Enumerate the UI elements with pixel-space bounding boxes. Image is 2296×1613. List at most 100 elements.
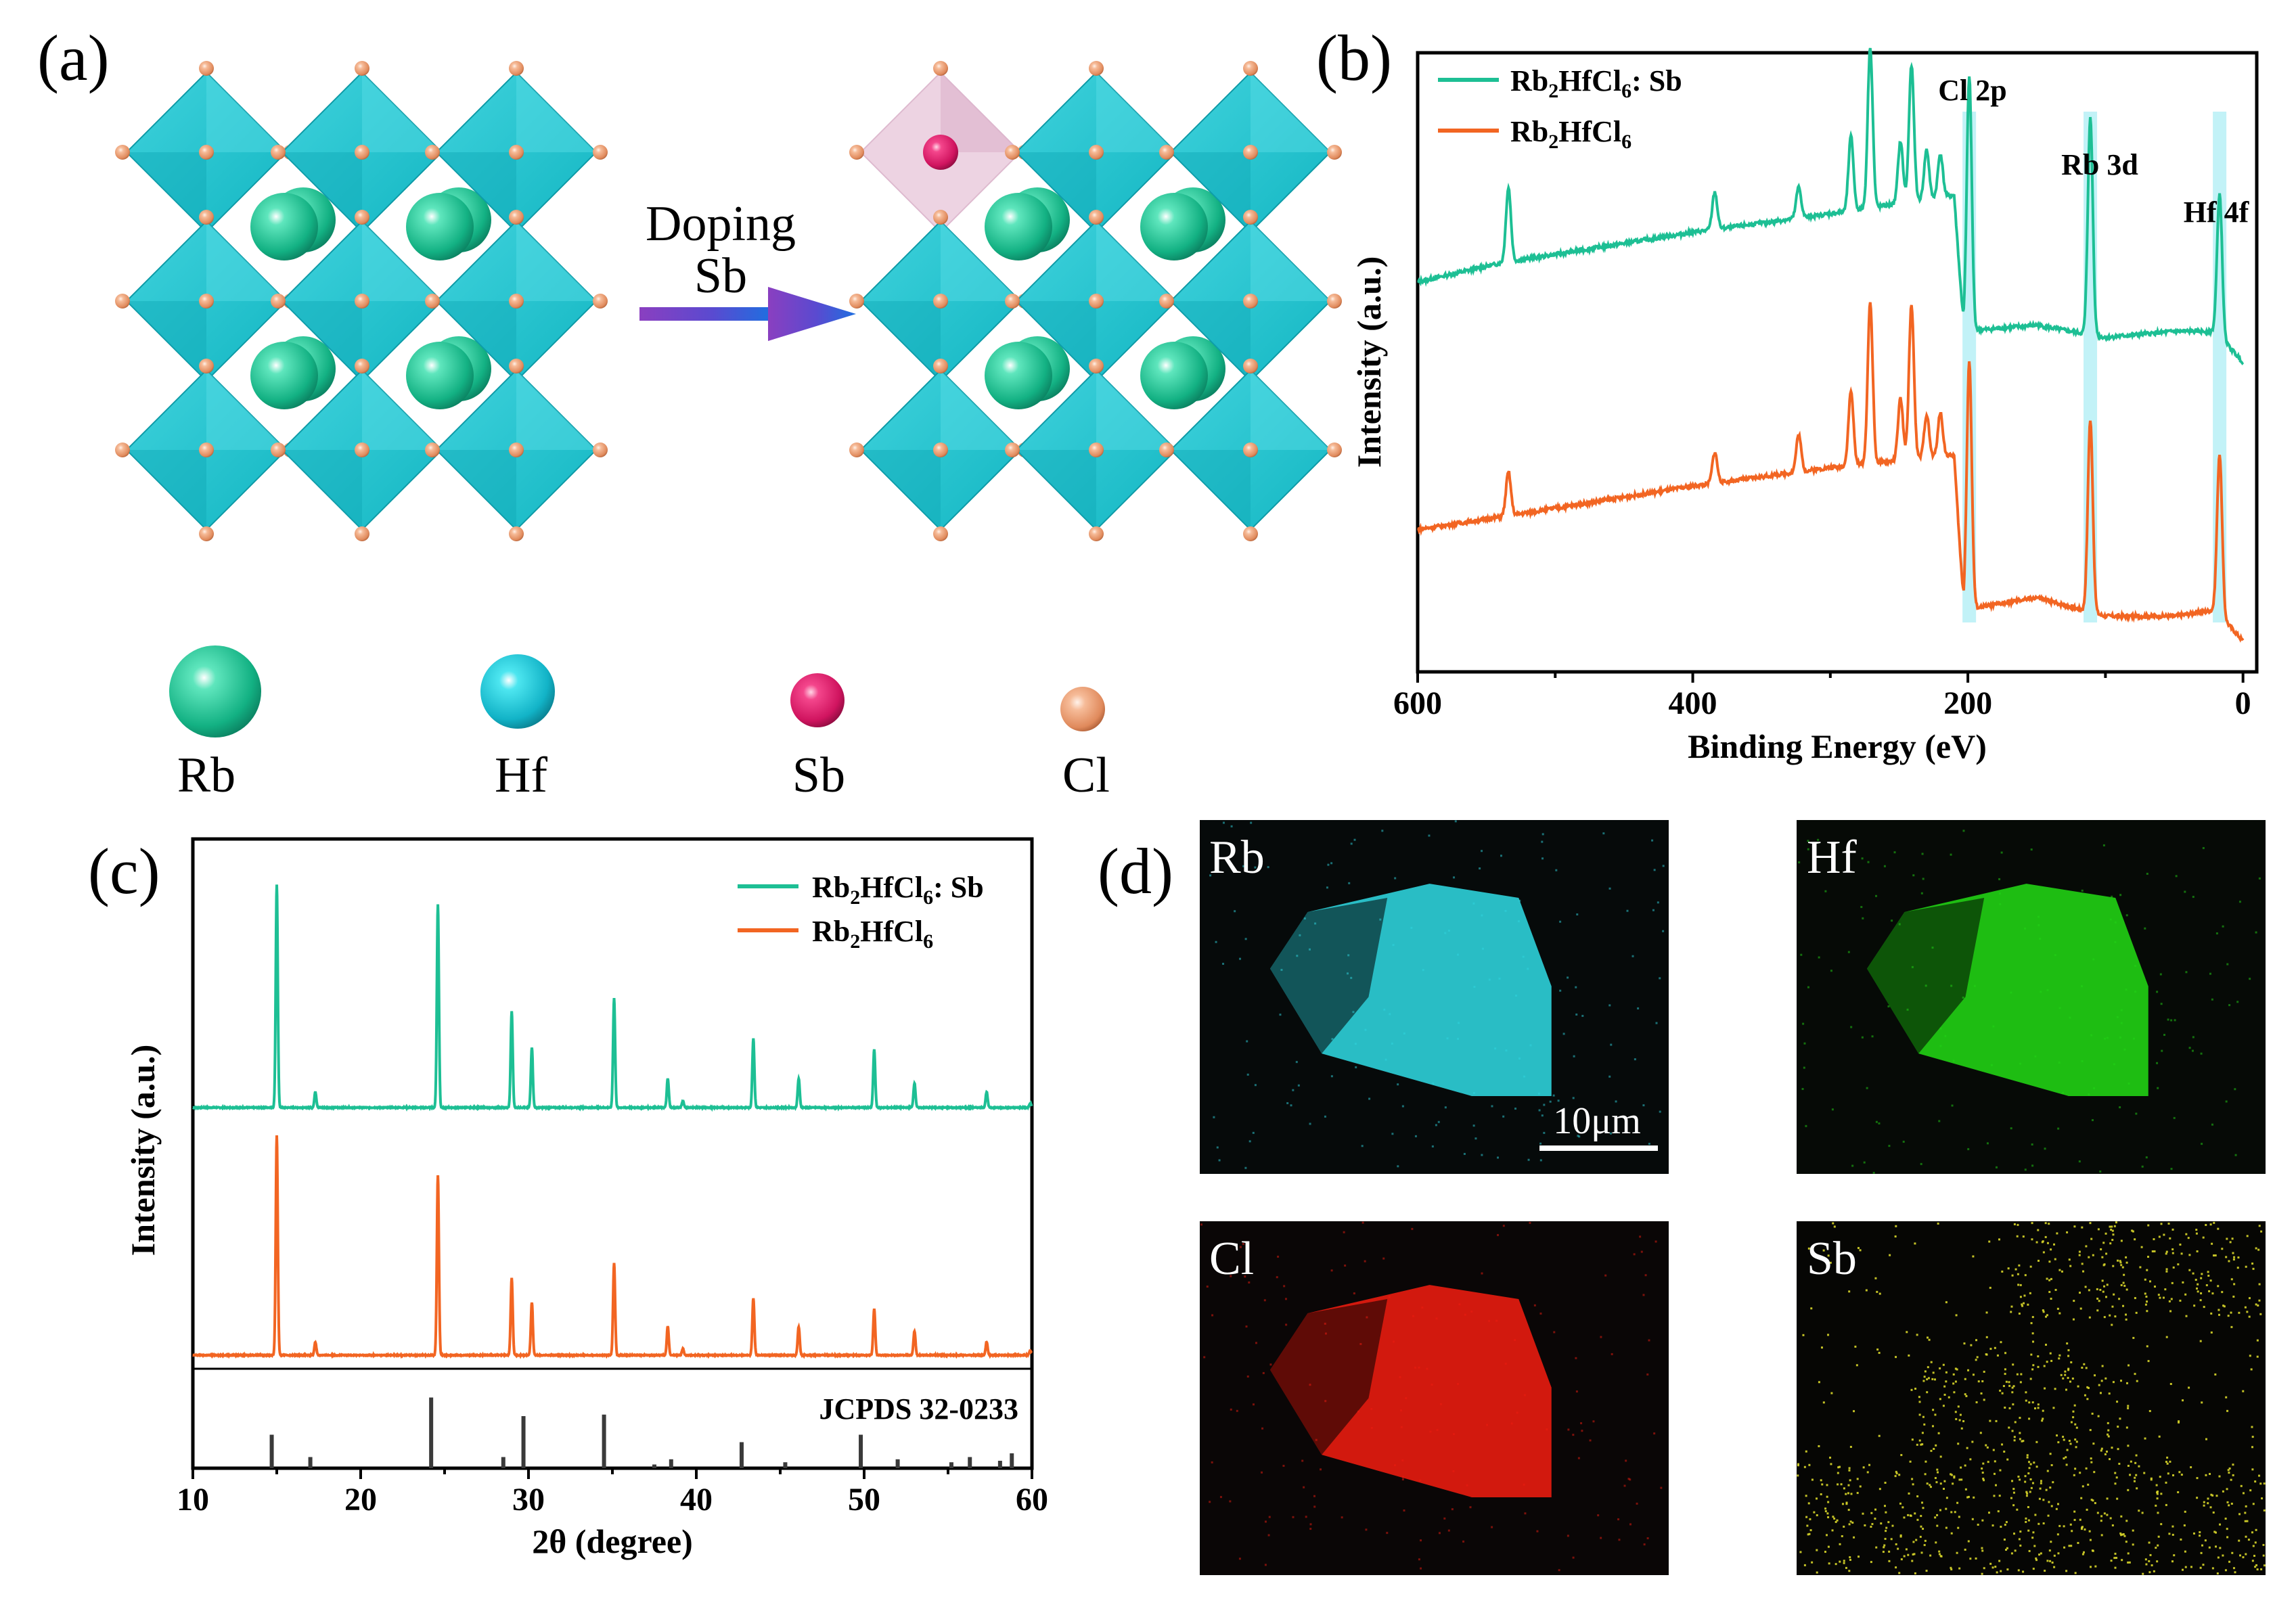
cl-atom xyxy=(593,294,608,309)
cl-atom xyxy=(1243,359,1258,373)
xps-line-pristine xyxy=(1417,302,2245,643)
hf-octahedron xyxy=(849,210,1032,392)
hf-octahedron xyxy=(425,210,608,392)
panel-b: (b) 600 400 200 0 Rb2HfCl6: Sb Rb2HfCl6 Cl … xyxy=(1316,22,2259,765)
legend-label-cl: Cl xyxy=(1062,748,1110,803)
rb-atom xyxy=(406,342,474,409)
cl-atom xyxy=(115,294,130,309)
xps-line-doped xyxy=(1416,47,2245,365)
panel-b-label: (b) xyxy=(1316,22,1392,94)
hf-octahedron xyxy=(1005,359,1188,541)
x-tick-label: 50 xyxy=(848,1482,880,1518)
cl-atom xyxy=(115,442,130,457)
hf-octahedron xyxy=(425,359,608,541)
x-tick-label: 400 xyxy=(1669,685,1717,721)
hf-octahedron xyxy=(115,61,298,244)
cl-atom xyxy=(1243,61,1258,76)
x-tick-label: 600 xyxy=(1393,685,1442,721)
panel-a: (a) Doping Sb Rb Hf Sb Cl xyxy=(37,22,1342,803)
panel-c-label: (c) xyxy=(88,835,160,907)
panel-a-label: (a) xyxy=(37,22,110,94)
cl-atom xyxy=(425,145,440,160)
hf-octahedron xyxy=(271,210,453,392)
cl-atom xyxy=(509,359,524,373)
eds-map-contents xyxy=(1200,820,2266,1575)
xrd-line-pristine xyxy=(192,1135,1033,1359)
rb-atom xyxy=(250,342,318,409)
cl-atom xyxy=(593,442,608,457)
eds-map-sb xyxy=(1797,1221,2266,1575)
cl-atom xyxy=(355,442,369,457)
doping-arrow-label-line2: Sb xyxy=(694,248,747,304)
rb-atom xyxy=(1140,342,1208,409)
legend-label-pristine: Rb2HfCl6 xyxy=(812,915,933,953)
atom-legend: Rb Hf Sb Cl xyxy=(169,645,1110,803)
xps-annotation-cl2p: Cl 2p xyxy=(1938,74,2006,107)
cl-atom xyxy=(1243,145,1258,160)
xps-y-axis-title: Intensity (a.u.) xyxy=(1350,256,1388,468)
x-tick-label: 0 xyxy=(2235,685,2251,721)
cl-atom xyxy=(271,442,286,457)
xrd-reference-label: JCPDS 32-0233 xyxy=(819,1392,1018,1426)
panel-d-label: (d) xyxy=(1098,835,1173,907)
cl-atom xyxy=(1089,294,1104,309)
cl-atom xyxy=(199,145,214,160)
cl-atom xyxy=(933,526,948,541)
eds-label-cl: Cl xyxy=(1209,1233,1254,1285)
xrd-line-doped xyxy=(192,884,1033,1112)
hf-atom-icon xyxy=(480,654,555,729)
cl-atom xyxy=(199,442,214,457)
cl-atom xyxy=(355,145,369,160)
cl-atom xyxy=(1243,210,1258,225)
xps-plot-frame xyxy=(1416,51,2259,674)
cl-atom xyxy=(509,210,524,225)
hf-octahedron xyxy=(115,210,298,392)
rb-atom xyxy=(406,193,474,260)
eds-label-sb: Sb xyxy=(1807,1233,1857,1285)
doping-arrow xyxy=(639,287,856,341)
x-tick-label: 40 xyxy=(680,1482,713,1518)
xrd-y-axis-title: Intensity (a.u.) xyxy=(124,1045,162,1256)
cl-atom xyxy=(355,526,369,541)
cl-atom xyxy=(933,210,948,225)
scale-bar-label: 10μm xyxy=(1553,1100,1641,1142)
cl-atom xyxy=(1159,294,1174,309)
cl-atom xyxy=(271,145,286,160)
hf-octahedron xyxy=(271,359,453,541)
legend-label-doped: Rb2HfCl6: Sb xyxy=(1510,64,1682,102)
cl-atom xyxy=(933,61,948,76)
rb-atom xyxy=(1140,193,1208,260)
sb-atom xyxy=(923,135,958,170)
xrd-legend: Rb2HfCl6: Sb Rb2HfCl6 xyxy=(738,871,984,953)
cl-atom xyxy=(355,210,369,225)
rb-atom xyxy=(250,193,318,260)
cl-atom xyxy=(933,442,948,457)
cl-atom xyxy=(1327,294,1342,309)
hf-octahedron xyxy=(1005,61,1188,244)
rb-atom-icon xyxy=(169,645,261,737)
cl-atom xyxy=(355,61,369,76)
cl-atom xyxy=(355,359,369,373)
cl-atom xyxy=(271,294,286,309)
cl-atom xyxy=(1089,210,1104,225)
legend-label-pristine: Rb2HfCl6 xyxy=(1510,115,1631,153)
cl-atom xyxy=(355,294,369,309)
cl-atom xyxy=(1327,442,1342,457)
cl-atom xyxy=(849,442,864,457)
cl-atom xyxy=(1005,294,1020,309)
cl-atom xyxy=(199,61,214,76)
crystal-structure-undoped xyxy=(115,61,608,541)
rb-atom xyxy=(985,193,1052,260)
eds-label-rb: Rb xyxy=(1209,832,1265,884)
cl-atom xyxy=(509,145,524,160)
xps-legend: Rb2HfCl6: Sb Rb2HfCl6 xyxy=(1438,64,1682,153)
cl-atom xyxy=(509,294,524,309)
cl-atom xyxy=(1159,442,1174,457)
particle-shadow xyxy=(1269,1299,1388,1455)
cl-atom xyxy=(425,442,440,457)
legend-label-hf: Hf xyxy=(495,748,547,803)
particle-shadow xyxy=(1269,898,1388,1054)
cl-atom xyxy=(1089,359,1104,373)
rb-atom xyxy=(985,342,1052,409)
